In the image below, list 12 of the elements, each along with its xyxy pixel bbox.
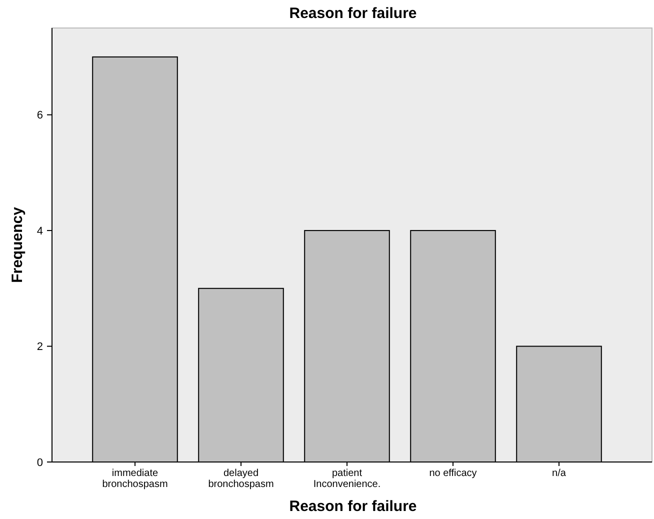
y-tick-label: 2 — [36, 341, 43, 354]
y-tick-label: 0 — [36, 456, 43, 469]
x-tick-label: n/a — [552, 468, 566, 479]
chart-title: Reason for failure — [289, 5, 417, 22]
x-axis-title: Reason for failure — [289, 498, 417, 515]
x-tick-label: immediate bronchospasm — [102, 468, 168, 490]
x-tick-label: delayed bronchospasm — [208, 468, 274, 490]
y-axis-title: Frequency — [9, 206, 26, 283]
x-tick-label: no efficacy — [429, 468, 477, 479]
y-tick-label: 6 — [36, 110, 43, 122]
x-tick-label: patient Inconvenience. — [313, 468, 381, 490]
y-tick-label: 4 — [36, 225, 43, 238]
